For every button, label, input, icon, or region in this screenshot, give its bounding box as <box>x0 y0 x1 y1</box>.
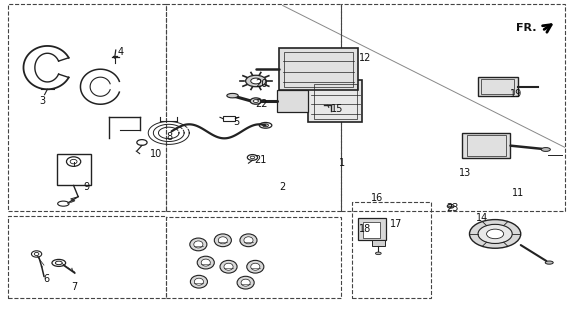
Text: 1: 1 <box>339 158 345 168</box>
Ellipse shape <box>246 75 266 87</box>
Ellipse shape <box>194 241 203 248</box>
Text: 15: 15 <box>331 104 343 114</box>
Ellipse shape <box>251 263 260 270</box>
Text: 3: 3 <box>39 96 45 106</box>
Ellipse shape <box>218 237 227 244</box>
Text: 23: 23 <box>446 204 459 213</box>
Bar <box>277 90 308 112</box>
Bar <box>7 4 166 211</box>
Ellipse shape <box>194 278 203 285</box>
Text: 21: 21 <box>254 155 267 165</box>
Ellipse shape <box>478 224 512 244</box>
Bar <box>166 4 341 211</box>
Ellipse shape <box>251 78 261 84</box>
Text: 12: 12 <box>359 53 371 63</box>
Text: 6: 6 <box>43 274 49 284</box>
Text: 10: 10 <box>150 148 162 159</box>
Text: 22: 22 <box>255 99 268 109</box>
Ellipse shape <box>214 234 231 247</box>
Text: 4: 4 <box>117 47 123 57</box>
Ellipse shape <box>447 204 454 208</box>
Text: FR.: FR. <box>516 23 537 33</box>
Text: 14: 14 <box>476 213 488 223</box>
Bar <box>352 202 431 298</box>
Text: 16: 16 <box>371 193 383 203</box>
Bar <box>279 49 359 90</box>
Ellipse shape <box>190 238 207 251</box>
Text: 13: 13 <box>459 168 471 178</box>
Ellipse shape <box>244 237 253 244</box>
Ellipse shape <box>240 234 257 247</box>
Ellipse shape <box>541 148 550 151</box>
Ellipse shape <box>190 275 207 288</box>
Bar <box>363 222 380 238</box>
Text: 2: 2 <box>279 182 285 192</box>
Bar <box>166 217 341 298</box>
Ellipse shape <box>197 256 214 269</box>
Text: 11: 11 <box>512 188 524 198</box>
Text: 9: 9 <box>83 182 89 192</box>
Bar <box>341 4 565 211</box>
Ellipse shape <box>224 263 233 270</box>
Ellipse shape <box>227 93 238 98</box>
Bar <box>284 52 353 87</box>
Ellipse shape <box>376 252 381 255</box>
Ellipse shape <box>201 259 210 266</box>
Bar <box>481 79 514 94</box>
Text: 5: 5 <box>233 117 239 127</box>
Ellipse shape <box>469 220 521 248</box>
Bar <box>223 116 235 121</box>
Bar <box>478 77 518 96</box>
Bar <box>467 135 506 156</box>
Bar <box>57 154 91 186</box>
Bar <box>372 240 385 246</box>
Bar <box>308 80 363 122</box>
Text: 18: 18 <box>359 223 371 234</box>
Ellipse shape <box>247 260 264 273</box>
Bar <box>7 216 166 298</box>
Ellipse shape <box>220 260 237 273</box>
Ellipse shape <box>237 276 254 289</box>
Text: 8: 8 <box>166 132 172 142</box>
Ellipse shape <box>486 229 504 239</box>
Bar <box>314 84 357 119</box>
Ellipse shape <box>250 98 262 104</box>
Text: 19: 19 <box>510 89 522 99</box>
Text: 20: 20 <box>255 78 268 89</box>
Text: 7: 7 <box>71 283 78 292</box>
Ellipse shape <box>254 100 259 102</box>
Ellipse shape <box>241 279 250 286</box>
Bar <box>462 133 510 158</box>
Bar <box>359 218 386 240</box>
Ellipse shape <box>545 261 553 264</box>
Text: 17: 17 <box>391 219 403 229</box>
